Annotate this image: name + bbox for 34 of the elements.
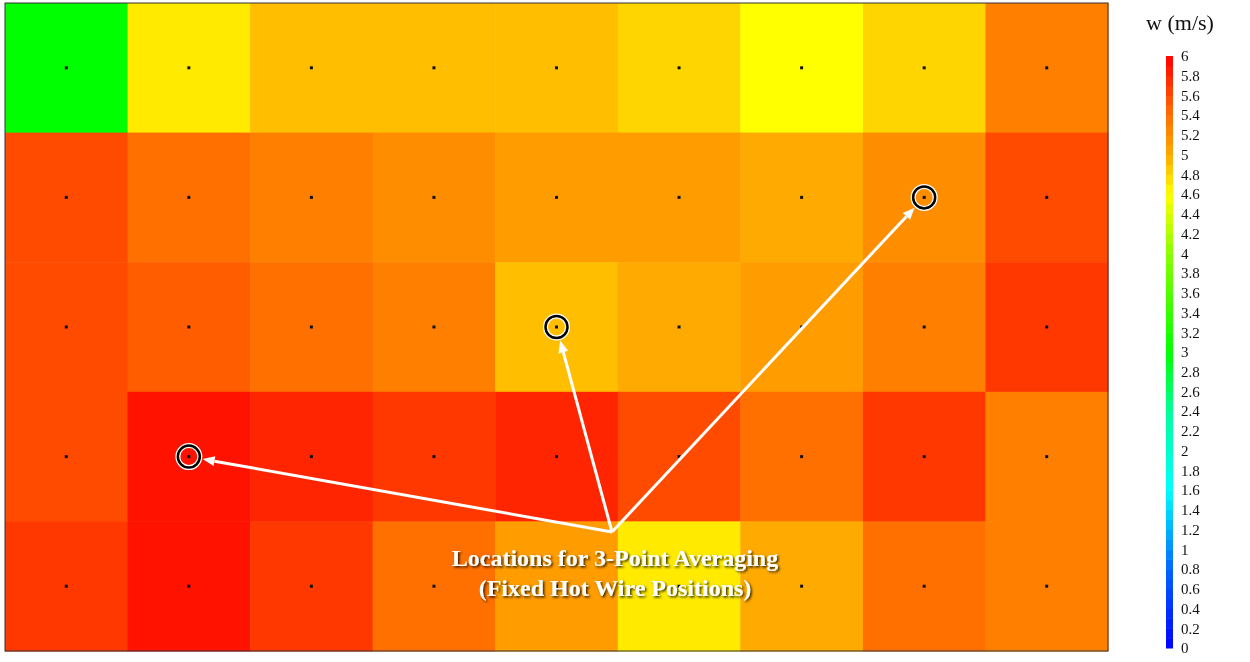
color-bar-label: 6	[1181, 48, 1189, 65]
color-bar-label: 3.2	[1181, 324, 1200, 341]
color-bar-label: 0.4	[1181, 600, 1201, 617]
color-bar-label: 3	[1181, 344, 1189, 361]
color-bar-label: 5.4	[1181, 107, 1201, 124]
color-bar-label: 4.8	[1181, 166, 1200, 183]
color-bar-label: 2	[1181, 442, 1189, 459]
color-bar-label: 0	[1181, 640, 1189, 657]
color-bar-label: 0.6	[1181, 581, 1201, 598]
color-bar-label: 2.6	[1181, 383, 1201, 400]
annotation: (Fixed Hot Wire Positions)	[478, 575, 752, 601]
color-bar-label: 4	[1181, 245, 1189, 262]
color-bar-label: 2.8	[1181, 363, 1200, 380]
color-bar-label: 1.6	[1181, 482, 1201, 499]
color-bar-label: 1.4	[1181, 502, 1201, 519]
annotation: Locations for 3-Point Averaging	[451, 545, 779, 571]
color-bar-label: 3.4	[1181, 304, 1201, 321]
color-bar-label: 1	[1181, 541, 1189, 558]
color-bar-label: 4.4	[1181, 206, 1201, 223]
color-bar-label: 5.6	[1181, 87, 1201, 104]
color-bar-label: 4.6	[1181, 186, 1201, 203]
color-bar-label: 5.2	[1181, 127, 1200, 144]
color-bar-label: 2.4	[1181, 403, 1201, 420]
color-bar-label: 0.8	[1181, 561, 1200, 578]
color-bar-label: 2.2	[1181, 423, 1200, 440]
color-bar-label: 1.2	[1181, 521, 1200, 538]
color-bar-label: 3.8	[1181, 265, 1200, 282]
color-bar-label: 3.6	[1181, 285, 1201, 302]
color-bar-label: 4.2	[1181, 225, 1200, 242]
color-bar-label: 0.2	[1181, 620, 1200, 637]
color-bar-title: w (m/s)	[1146, 10, 1214, 35]
color-bar-label: 5.8	[1181, 67, 1200, 84]
color-bar-label: 5	[1181, 146, 1189, 163]
color-bar-label: 1.8	[1181, 462, 1200, 479]
